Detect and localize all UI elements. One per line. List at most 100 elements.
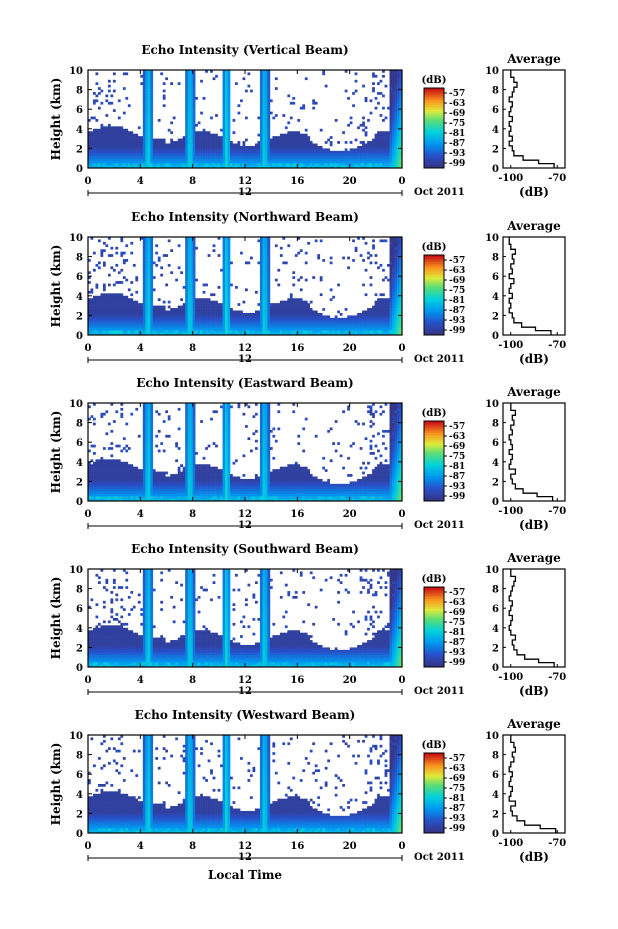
colorbar (423, 752, 445, 834)
x-tick-label: 16 (290, 343, 304, 354)
x-tick-label: 0 (399, 176, 406, 187)
date-axis-day-label: 12 (238, 187, 252, 198)
date-axis-day-label: 12 (238, 520, 252, 531)
y-axis-label: Height (km) (49, 577, 63, 660)
y-tick-label: 0 (76, 164, 83, 175)
colorbar (423, 254, 445, 336)
panel-2: Echo Intensity (Northward Beam) 0 2 4 6 8 10 He… (49, 210, 566, 366)
colorbar-unit: (dB) (422, 242, 447, 253)
y-tick-label: 10 (69, 565, 83, 576)
colorbar-tick-label: -63 (449, 99, 465, 109)
avg-y-tick-label: 0 (492, 164, 499, 175)
colorbar-tick-label: -57 (449, 256, 465, 266)
x-tick-label: 20 (343, 176, 357, 187)
panel-title: Echo Intensity (Northward Beam) (131, 210, 359, 224)
y-tick-label: 10 (69, 399, 83, 410)
avg-y-tick-label: 10 (485, 565, 499, 576)
avg-y-tick-label: 8 (492, 253, 499, 264)
avg-y-tick-label: 2 (492, 144, 499, 155)
colorbar (423, 586, 445, 668)
x-tick-label: 4 (137, 176, 144, 187)
x-tick-label: 16 (290, 675, 304, 686)
colorbar-frame (423, 752, 445, 834)
y-axis-label: Height (km) (49, 245, 63, 328)
avg-y-tick-label: 10 (485, 233, 499, 244)
colorbar-unit: (dB) (422, 75, 447, 86)
x-tick-label: 20 (343, 675, 357, 686)
y-axis-label: Height (km) (49, 411, 63, 494)
heatmap (88, 735, 403, 834)
y-tick-label: 6 (76, 105, 83, 116)
x-tick-label: 20 (343, 509, 357, 520)
panel-5: Echo Intensity (Westward Beam) 0 2 4 6 8 10 Hei… (49, 708, 566, 864)
average-title: Average (506, 717, 561, 731)
x-tick-label: 20 (343, 343, 357, 354)
colorbar-tick-label: -57 (449, 754, 465, 764)
y-tick-label: 8 (76, 419, 83, 430)
avg-x-tick-label: -70 (548, 838, 566, 849)
avg-x-tick-label: -70 (548, 672, 566, 683)
y-tick-label: 2 (76, 477, 83, 488)
colorbar-tick-label: -93 (449, 482, 465, 492)
avg-y-tick-label: 6 (492, 272, 499, 283)
date-label: Oct 2011 (414, 354, 465, 365)
average-frame (502, 236, 566, 336)
y-tick-label: 2 (76, 643, 83, 654)
y-tick-label: 0 (76, 331, 83, 342)
date-label: Oct 2011 (414, 520, 465, 531)
avg-y-tick-label: 4 (492, 458, 499, 469)
heatmap (88, 569, 403, 668)
colorbar-frame (423, 254, 445, 336)
colorbar-tick-label: -93 (449, 648, 465, 658)
avg-y-tick-label: 10 (485, 66, 499, 77)
colorbar-tick-label: -63 (449, 598, 465, 608)
colorbar-unit: (dB) (422, 740, 447, 751)
x-tick-label: 8 (189, 509, 196, 520)
avg-y-tick-label: 6 (492, 438, 499, 449)
y-tick-label: 4 (76, 125, 83, 136)
avg-x-tick-label: -100 (498, 340, 523, 351)
avg-y-tick-label: 6 (492, 770, 499, 781)
x-tick-label: 0 (399, 509, 406, 520)
avg-y-tick-label: 0 (492, 497, 499, 508)
x-tick-label: 4 (137, 841, 144, 852)
y-tick-label: 6 (76, 438, 83, 449)
avg-y-tick-label: 0 (492, 663, 499, 674)
x-tick-label: 12 (238, 675, 252, 686)
x-tick-label: 0 (85, 841, 92, 852)
avg-y-tick-label: 4 (492, 292, 499, 303)
x-tick-label: 20 (343, 841, 357, 852)
avg-y-tick-label: 8 (492, 419, 499, 430)
y-tick-label: 0 (76, 497, 83, 508)
colorbar-tick-label: -75 (449, 286, 465, 296)
colorbar-tick-label: -69 (449, 109, 465, 119)
avg-y-tick-label: 2 (492, 477, 499, 488)
x-tick-label: 8 (189, 176, 196, 187)
colorbar-tick-label: -93 (449, 316, 465, 326)
colorbar-frame (423, 586, 445, 668)
x-tick-label: 16 (290, 509, 304, 520)
average-frame (502, 402, 566, 502)
x-tick-label: 0 (399, 343, 406, 354)
colorbar-tick-label: -75 (449, 452, 465, 462)
heatmap (88, 403, 403, 502)
y-tick-label: 10 (69, 233, 83, 244)
average-profile-line (508, 70, 555, 168)
y-tick-label: 0 (76, 829, 83, 840)
average-title: Average (506, 551, 561, 565)
y-tick-label: 8 (76, 751, 83, 762)
y-axis-label: Height (km) (49, 78, 63, 161)
y-tick-label: 8 (76, 253, 83, 264)
colorbar-tick-label: -87 (449, 804, 465, 814)
avg-x-axis-label: (dB) (519, 850, 549, 864)
y-tick-label: 4 (76, 624, 83, 635)
avg-y-tick-label: 0 (492, 829, 499, 840)
y-tick-label: 10 (69, 731, 83, 742)
date-axis-day-label: 12 (238, 686, 252, 697)
average-title: Average (506, 219, 561, 233)
colorbar-tick-label: -87 (449, 139, 465, 149)
panel-3: Echo Intensity (Eastward Beam) 0 2 4 6 8 10 Hei… (49, 376, 566, 532)
colorbar-tick-label: -63 (449, 266, 465, 276)
panel-title: Echo Intensity (Southward Beam) (131, 542, 359, 556)
avg-x-axis-label: (dB) (519, 518, 549, 532)
